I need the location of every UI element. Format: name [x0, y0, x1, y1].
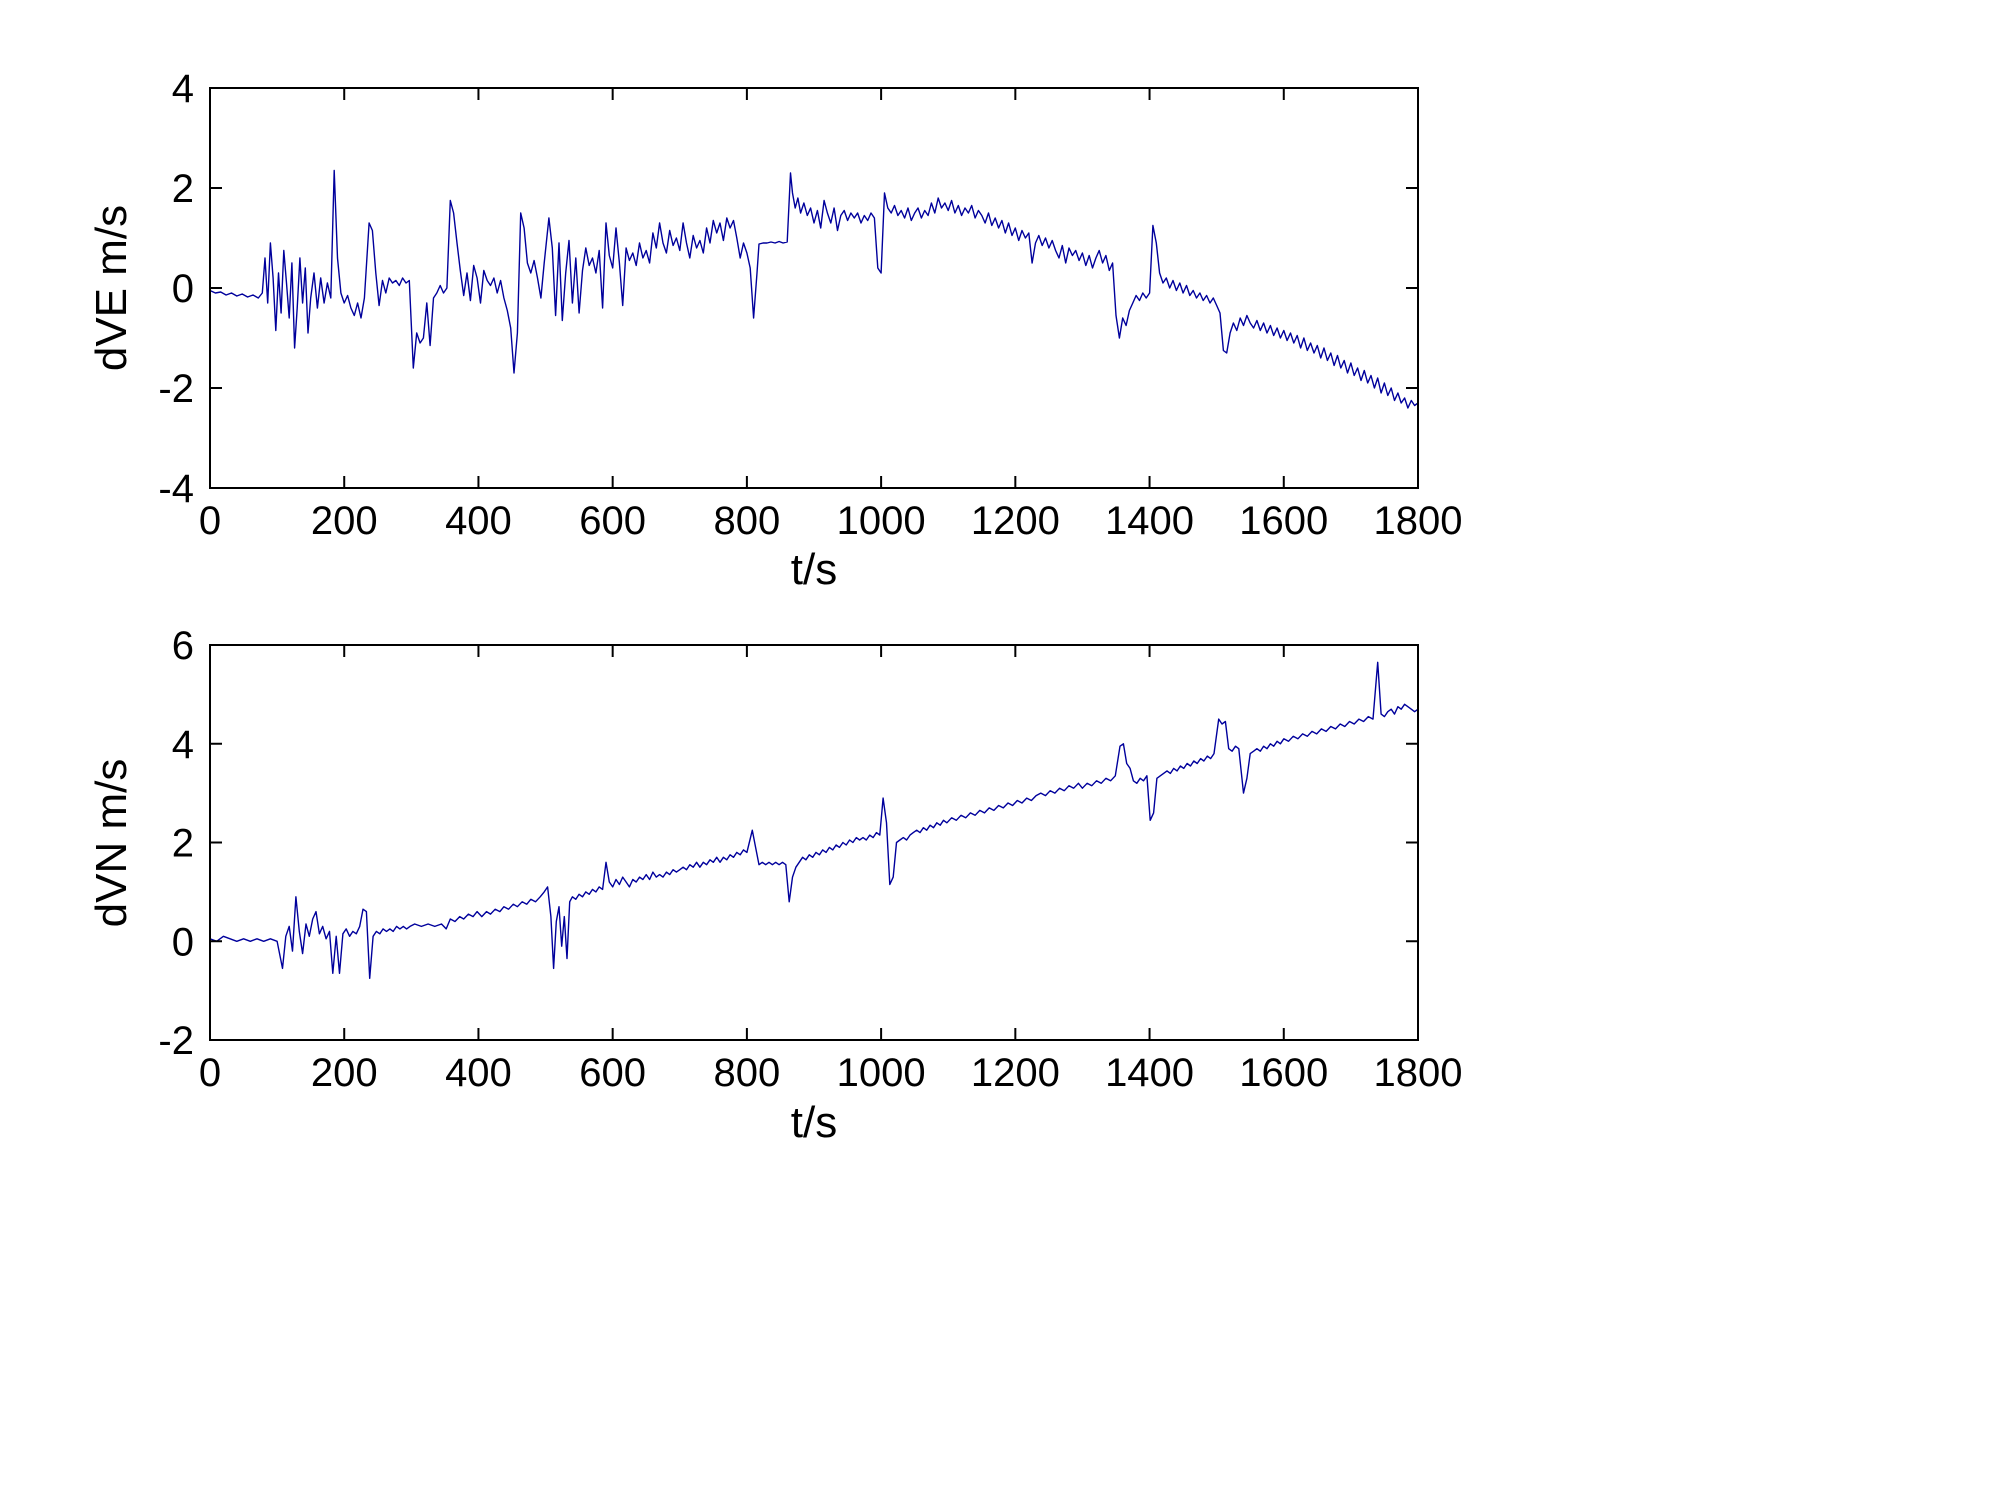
y-tick-label: -2 [158, 1019, 194, 1063]
x-tick-label: 800 [714, 499, 781, 543]
x-tick-label: 1000 [837, 1051, 926, 1095]
x-tick-label: 1200 [971, 499, 1060, 543]
y-tick-label: 0 [172, 920, 194, 964]
y-tick-label: 0 [172, 267, 194, 311]
x-tick-label: 1400 [1105, 1051, 1194, 1095]
y-axis-label-dve: dVE m/s [87, 204, 136, 372]
y-tick-label: 4 [172, 67, 194, 111]
x-tick-label: 1800 [1374, 1051, 1463, 1095]
x-tick-label: 600 [579, 499, 646, 543]
x-tick-label: 400 [445, 499, 512, 543]
x-tick-label: 600 [579, 1051, 646, 1095]
x-tick-label: 1600 [1239, 1051, 1328, 1095]
x-tick-label: 1600 [1239, 499, 1328, 543]
x-tick-label: 0 [199, 499, 221, 543]
plot-dve: 0 200 400 600 800 1000 1200 1400 1600 1800 -4 -2 0 2 4 [158, 67, 1462, 543]
x-tick-label: 200 [311, 1051, 378, 1095]
x-axis-label-top: t/s [790, 545, 838, 594]
data-line-dve [209, 169, 1419, 409]
x-tick-label: 1800 [1374, 499, 1463, 543]
x-tick-label: 1400 [1105, 499, 1194, 543]
x-axis-label-bottom: t/s [790, 1098, 838, 1147]
x-tick-label: 0 [199, 1051, 221, 1095]
axes-frame [209, 87, 1419, 489]
y-tick-label: 2 [172, 822, 194, 866]
axes-frame [209, 644, 1419, 1041]
x-tick-label: 1000 [837, 499, 926, 543]
x-tick-label: 400 [445, 1051, 512, 1095]
x-tick-label: 200 [311, 499, 378, 543]
x-tick-label: 800 [714, 1051, 781, 1095]
y-tick-label: 6 [172, 624, 194, 668]
y-tick-label: -2 [158, 367, 194, 411]
y-axis-label-dvn: dVN m/s [87, 758, 136, 928]
y-tick-label: 4 [172, 723, 194, 767]
y-tick-label: 2 [172, 167, 194, 211]
x-tick-label: 1200 [971, 1051, 1060, 1095]
y-tick-label: -4 [158, 467, 194, 511]
data-line-dvn [209, 661, 1419, 979]
